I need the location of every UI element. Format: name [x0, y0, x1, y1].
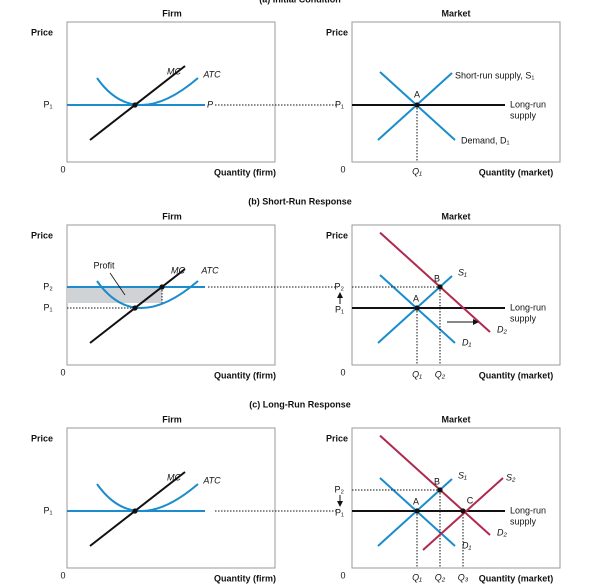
supply-label: S₁ [458, 470, 467, 480]
market-frame [351, 427, 561, 569]
demand-label: D₁ [462, 540, 471, 550]
origin-label: 0 [340, 367, 345, 377]
y-axis-label: Price [326, 27, 348, 37]
mc-label: MC [167, 472, 181, 482]
supply-label: S₁ [458, 267, 467, 277]
equilibrium-point [437, 487, 443, 493]
demand-d2 [379, 231, 491, 333]
demand-label: D₁ [462, 337, 471, 347]
atc-label: ATC [202, 475, 221, 485]
point-label: B [434, 273, 440, 283]
supply-label: S₂ [506, 472, 516, 482]
market-heading: Market [441, 211, 470, 221]
x-axis-label: Quantity (firm) [214, 167, 276, 177]
demand-label: Demand, D₁ [461, 135, 510, 145]
origin-label: 0 [60, 570, 65, 580]
equilibrium-point [460, 508, 466, 514]
x-axis-label: Quantity (market) [479, 573, 554, 583]
equilibrium-point [132, 508, 138, 514]
atc-curve [96, 280, 199, 309]
x-axis-label: Quantity (market) [479, 370, 554, 380]
long-run-supply-label: Long-run [510, 99, 546, 109]
origin-label: 0 [60, 164, 65, 174]
equilibrium-point [159, 284, 165, 290]
equilibrium-point [414, 102, 420, 108]
panel-title: (c) Long-Run Response [249, 399, 351, 409]
price-label: P₂ [43, 281, 53, 291]
quantity-label: Q₂ [435, 369, 446, 379]
equilibrium-point [437, 284, 443, 290]
point-label: A [414, 89, 420, 99]
price-label: P₂ [335, 281, 345, 291]
x-axis-label: Quantity (firm) [214, 370, 276, 380]
firm-frame [66, 21, 276, 163]
equilibrium-point [132, 305, 138, 311]
short-run-supply-s2 [422, 477, 504, 551]
quantity-label: Q₁ [412, 369, 422, 379]
y-axis-label: Price [326, 230, 348, 240]
panel-title: (b) Short-Run Response [248, 196, 352, 206]
price-label: P₂ [335, 484, 345, 494]
quantity-label: Q₁ [412, 572, 422, 582]
y-axis-label: Price [31, 433, 53, 443]
profit-label: Profit [93, 260, 115, 270]
point-label: A [413, 293, 419, 303]
y-axis-label: Price [31, 230, 53, 240]
long-run-supply-label: supply [510, 110, 537, 120]
x-axis-label: Quantity (firm) [214, 573, 276, 583]
firm-heading: Firm [162, 414, 182, 424]
demand-d2 [379, 434, 491, 536]
price-label: P₁ [43, 505, 52, 515]
mc-curve [89, 65, 186, 141]
price-label: P₁ [43, 302, 52, 312]
point-label: C [467, 495, 474, 505]
price-line-label: P [207, 99, 213, 109]
origin-label: 0 [60, 367, 65, 377]
point-label: A [413, 496, 419, 506]
long-run-supply-label: Long-run [510, 505, 546, 515]
long-run-supply-label: supply [510, 313, 537, 323]
firm-heading: Firm [162, 8, 182, 18]
price-label: P₁ [335, 304, 344, 314]
equilibrium-point [132, 102, 138, 108]
market-heading: Market [441, 414, 470, 424]
mc-curve [89, 268, 186, 344]
y-axis-label: Price [31, 27, 53, 37]
mc-label: MC [171, 265, 185, 275]
panel-title: (a) Initial Condition [259, 0, 341, 4]
supply-label: Short-run supply, S₁ [455, 70, 534, 80]
mc-label: MC [167, 66, 181, 76]
quantity-label: Q₁ [412, 166, 422, 176]
quantity-label: Q₃ [458, 572, 469, 582]
long-run-supply-label: supply [510, 516, 537, 526]
firm-frame [66, 427, 276, 569]
equilibrium-point [414, 305, 420, 311]
x-axis-label: Quantity (market) [479, 167, 554, 177]
quantity-label: Q₂ [435, 572, 446, 582]
equilibrium-point [414, 508, 420, 514]
long-run-supply-label: Long-run [510, 302, 546, 312]
market-frame [351, 21, 561, 163]
firm-heading: Firm [162, 211, 182, 221]
origin-label: 0 [340, 164, 345, 174]
profit-area [67, 287, 162, 303]
atc-curve [96, 483, 199, 512]
price-label: P₁ [43, 99, 52, 109]
atc-label: ATC [202, 69, 221, 79]
atc-label: ATC [200, 265, 219, 275]
mc-curve [89, 471, 186, 547]
origin-label: 0 [340, 570, 345, 580]
market-frame [351, 224, 561, 366]
point-label: B [434, 476, 440, 486]
profit-leader [109, 272, 126, 296]
demand-label: D₂ [497, 527, 507, 537]
y-axis-label: Price [326, 433, 348, 443]
market-heading: Market [441, 8, 470, 18]
atc-curve [96, 77, 199, 106]
price-label: P₁ [335, 99, 344, 109]
price-label: P₁ [335, 507, 344, 517]
demand-label: D₂ [497, 324, 507, 334]
